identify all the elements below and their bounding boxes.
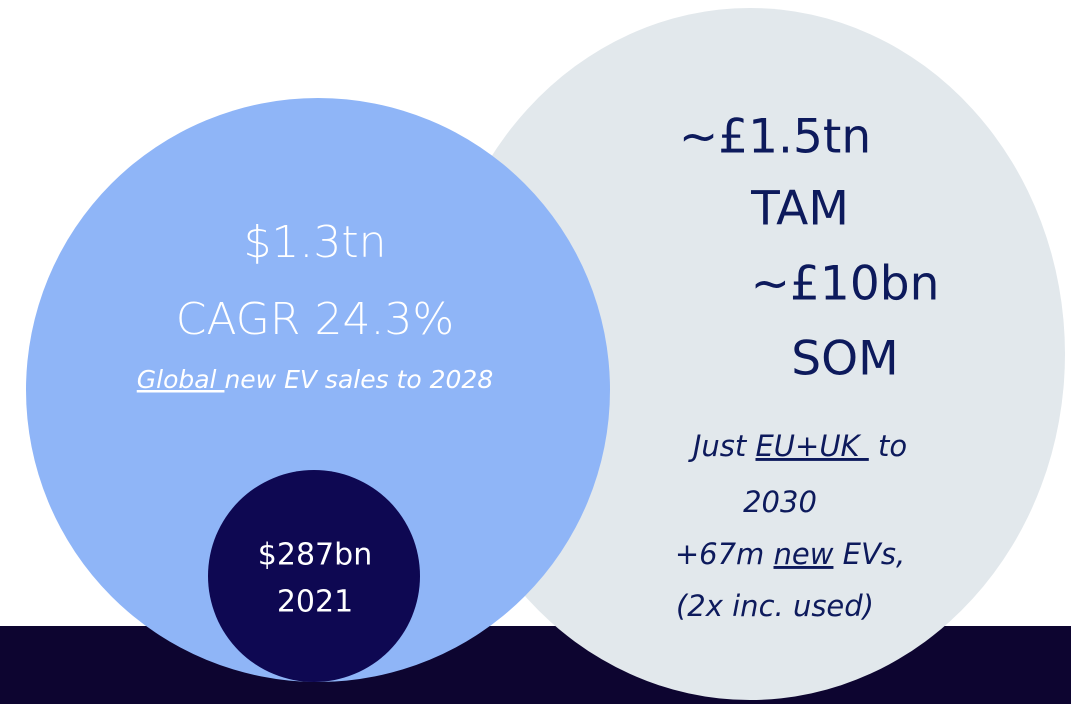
text: EVs, (833, 537, 905, 571)
text: +67m (675, 537, 774, 571)
note-line: (2x inc. used) (676, 589, 874, 623)
note-line: 2030 (743, 485, 817, 519)
tam-circle (435, 8, 1065, 700)
market-value: $1.3tn (243, 217, 386, 268)
text: new EV sales to 2028 (224, 365, 493, 394)
tam-value: ~£1.5tn (679, 110, 871, 165)
som-label: SOM (791, 332, 898, 387)
note-line: Just EU+UK to (688, 429, 907, 463)
text: Just (688, 429, 756, 463)
market-growth: CAGR 24.3% (176, 294, 454, 345)
market-note: Global new EV sales to 2028 (137, 365, 493, 394)
note-line: +67m new EVs, (675, 537, 905, 571)
current-year: 2021 (277, 585, 353, 620)
market-circle (26, 98, 610, 682)
current-value: $287bn (258, 538, 372, 573)
text: to (869, 429, 907, 463)
tam-label: TAM (750, 182, 849, 237)
underlined: new (774, 537, 834, 571)
underlined: Global (137, 365, 225, 394)
underlined: EU+UK (755, 429, 868, 463)
som-value: ~£10bn (751, 257, 940, 312)
current-circle (208, 470, 420, 682)
